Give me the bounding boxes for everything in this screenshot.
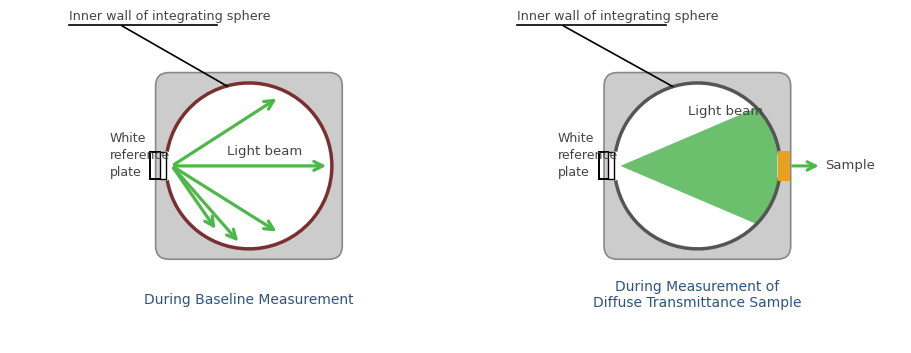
Text: Sample: Sample: [825, 160, 875, 172]
Text: Inner wall of integrating sphere: Inner wall of integrating sphere: [517, 10, 719, 23]
Bar: [609, 152, 614, 179]
Text: Light beam: Light beam: [688, 105, 763, 118]
Text: During Measurement of
Diffuse Transmittance Sample: During Measurement of Diffuse Transmitta…: [593, 280, 802, 310]
Text: During Baseline Measurement: During Baseline Measurement: [144, 293, 353, 307]
Circle shape: [166, 83, 332, 249]
Text: Inner wall of integrating sphere: Inner wall of integrating sphere: [69, 10, 271, 23]
Text: White
reference
plate: White reference plate: [109, 132, 169, 179]
Bar: [160, 152, 166, 179]
FancyBboxPatch shape: [604, 73, 791, 259]
Polygon shape: [620, 99, 777, 233]
Text: Light beam: Light beam: [227, 145, 302, 158]
Bar: [777, 151, 790, 181]
Circle shape: [614, 83, 781, 249]
FancyBboxPatch shape: [156, 73, 343, 259]
Text: White
reference
plate: White reference plate: [558, 132, 618, 179]
